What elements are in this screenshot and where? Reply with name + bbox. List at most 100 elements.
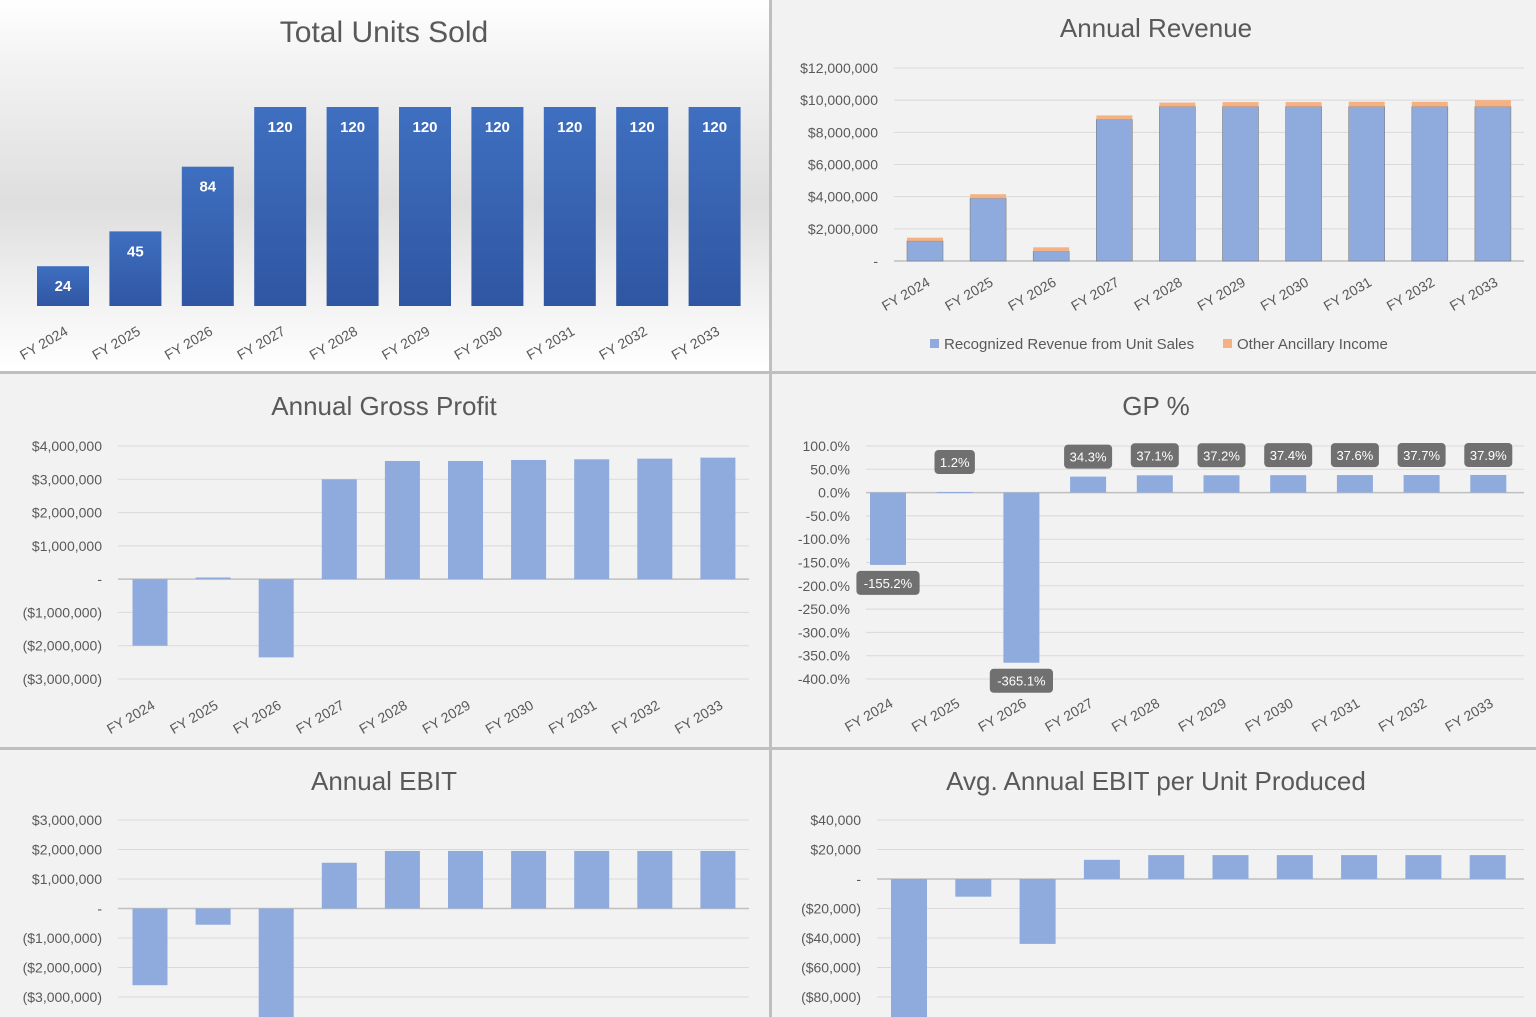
bar [1148, 855, 1185, 879]
chart-title: Annual Gross Profit [271, 391, 497, 421]
data-label: 120 [340, 119, 365, 136]
data-label: 24 [55, 278, 72, 295]
bar [37, 266, 89, 306]
y-tick-label: $1,000,000 [32, 871, 102, 887]
bar [1019, 879, 1056, 944]
x-tick-label: FY 2033 [668, 323, 722, 363]
data-label-callout [1330, 443, 1379, 468]
bar [254, 107, 307, 306]
bar-segment [1285, 106, 1322, 262]
gp-pct-chart: GP %-400.0%-350.0%-300.0%-250.0%-200.0%-… [798, 391, 1524, 735]
y-tick-label: ($3,000,000) [23, 671, 102, 687]
y-tick-label: $12,000,000 [800, 60, 878, 76]
bar-segment [1474, 106, 1512, 262]
chart-title: Annual EBIT [311, 766, 457, 796]
chart-title: Avg. Annual EBIT per Unit Produced [946, 766, 1366, 796]
y-tick-label: $6,000,000 [808, 157, 878, 173]
units-chart-panel: Total Units Sold 24 45 84 120 120 120 120 120 120… [0, 0, 769, 371]
x-tick-label: FY 2028 [356, 697, 410, 737]
x-tick-label: FY 2028 [306, 323, 360, 363]
bar [1341, 855, 1378, 879]
gp-pct-chart-panel: GP % -400.0% -350.0% -300.0% -250.0% -200.0% -… [772, 374, 1536, 747]
bar [1470, 474, 1507, 493]
x-tick-label: FY 2033 [1442, 695, 1496, 735]
bar [1405, 855, 1442, 879]
bar [616, 107, 669, 306]
x-tick-label: FY 2031 [524, 323, 578, 363]
bar [1469, 855, 1506, 879]
bar [1070, 476, 1107, 493]
x-tick-label: FY 2027 [293, 697, 347, 737]
bar [321, 862, 357, 909]
bar [1003, 492, 1040, 663]
x-tick-label: FY 2024 [879, 274, 933, 314]
bar [511, 850, 547, 909]
bar [321, 479, 357, 580]
x-tick-label: FY 2033 [672, 697, 726, 737]
x-tick-label: FY 2030 [482, 697, 536, 737]
bar-segment [1348, 106, 1386, 262]
y-tick-label: - [97, 571, 102, 587]
bar [195, 577, 231, 580]
bar-segment [1033, 247, 1070, 252]
data-label: 37.2% [1203, 448, 1240, 463]
x-tick-label: FY 2031 [1309, 695, 1363, 735]
data-label-callout [1464, 442, 1513, 467]
data-label: -155.2% [864, 576, 913, 591]
x-tick-label: FY 2025 [89, 323, 143, 363]
legend-swatch [1223, 339, 1232, 348]
legend-swatch [930, 339, 939, 348]
data-label-callout [934, 450, 975, 475]
x-tick-label: FY 2032 [609, 697, 663, 737]
bar-segment [969, 197, 1007, 262]
bar [109, 231, 162, 306]
data-label: 120 [485, 119, 510, 136]
y-tick-label: $2,000,000 [32, 505, 102, 521]
bar [1083, 859, 1120, 879]
data-label: 1.2% [940, 455, 970, 470]
bar [1136, 475, 1173, 493]
data-label-callout [1397, 443, 1446, 468]
data-label-callout [1264, 443, 1313, 468]
x-tick-label: FY 2025 [167, 697, 221, 737]
y-tick-label: -100.0% [798, 531, 850, 547]
bar-segment [1159, 106, 1196, 262]
ebit-per-unit-chart: Avg. Annual EBIT per Unit Produced ($80,0… [801, 766, 1524, 1017]
y-tick-label: ($20,000) [801, 901, 861, 917]
units-chart: Total Units Sold 24 45 84 120 120 120 120 120 120… [17, 16, 741, 363]
bar-segment [970, 194, 1007, 199]
data-label: 120 [630, 119, 655, 136]
y-tick-label: ($3,000,000) [23, 989, 102, 1005]
y-tick-label: $10,000,000 [800, 92, 878, 108]
bar [258, 579, 294, 658]
data-label: 37.4% [1270, 448, 1307, 463]
bar-segment [1285, 102, 1322, 107]
x-tick-label: FY 2032 [596, 323, 650, 363]
x-tick-label: FY 2030 [1257, 274, 1311, 314]
x-tick-label: FY 2026 [230, 697, 284, 737]
chart-title: GP % [1122, 391, 1189, 421]
gross-profit-chart: Annual Gross Profit ($3,000,000) ($2,000,0… [23, 391, 749, 737]
bar-segment [906, 240, 944, 262]
data-label: 37.1% [1136, 448, 1173, 463]
y-tick-label: $4,000,000 [808, 189, 878, 205]
y-tick-label: ($2,000,000) [23, 638, 102, 654]
y-tick-label: $2,000,000 [32, 842, 102, 858]
bar [326, 107, 379, 306]
bar [1336, 475, 1373, 493]
y-tick-label: $2,000,000 [808, 221, 878, 237]
y-tick-label: -50.0% [806, 508, 850, 524]
x-tick-label: FY 2029 [1175, 695, 1229, 735]
bar [132, 579, 168, 646]
data-label: 120 [702, 119, 727, 136]
bar [1276, 855, 1313, 879]
bar-segment [1096, 115, 1133, 120]
x-tick-label: FY 2027 [234, 323, 288, 363]
y-tick-label: $1,000,000 [32, 538, 102, 554]
legend-label: Other Ancillary Income [1237, 336, 1388, 353]
bar-segment [1222, 106, 1259, 262]
x-tick-label: FY 2029 [379, 323, 433, 363]
bar-segment [1095, 119, 1133, 262]
data-label-callout [856, 570, 920, 595]
bar [574, 459, 610, 580]
